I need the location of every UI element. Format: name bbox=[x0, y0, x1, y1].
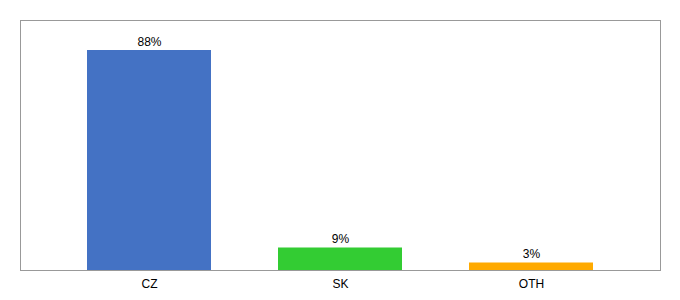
svg-text:88%: 88% bbox=[137, 35, 161, 49]
svg-text:CZ: CZ bbox=[142, 277, 158, 291]
svg-text:3%: 3% bbox=[523, 247, 541, 261]
svg-text:OTH: OTH bbox=[519, 277, 544, 291]
svg-text:9%: 9% bbox=[332, 232, 350, 246]
svg-text:SK: SK bbox=[332, 277, 348, 291]
